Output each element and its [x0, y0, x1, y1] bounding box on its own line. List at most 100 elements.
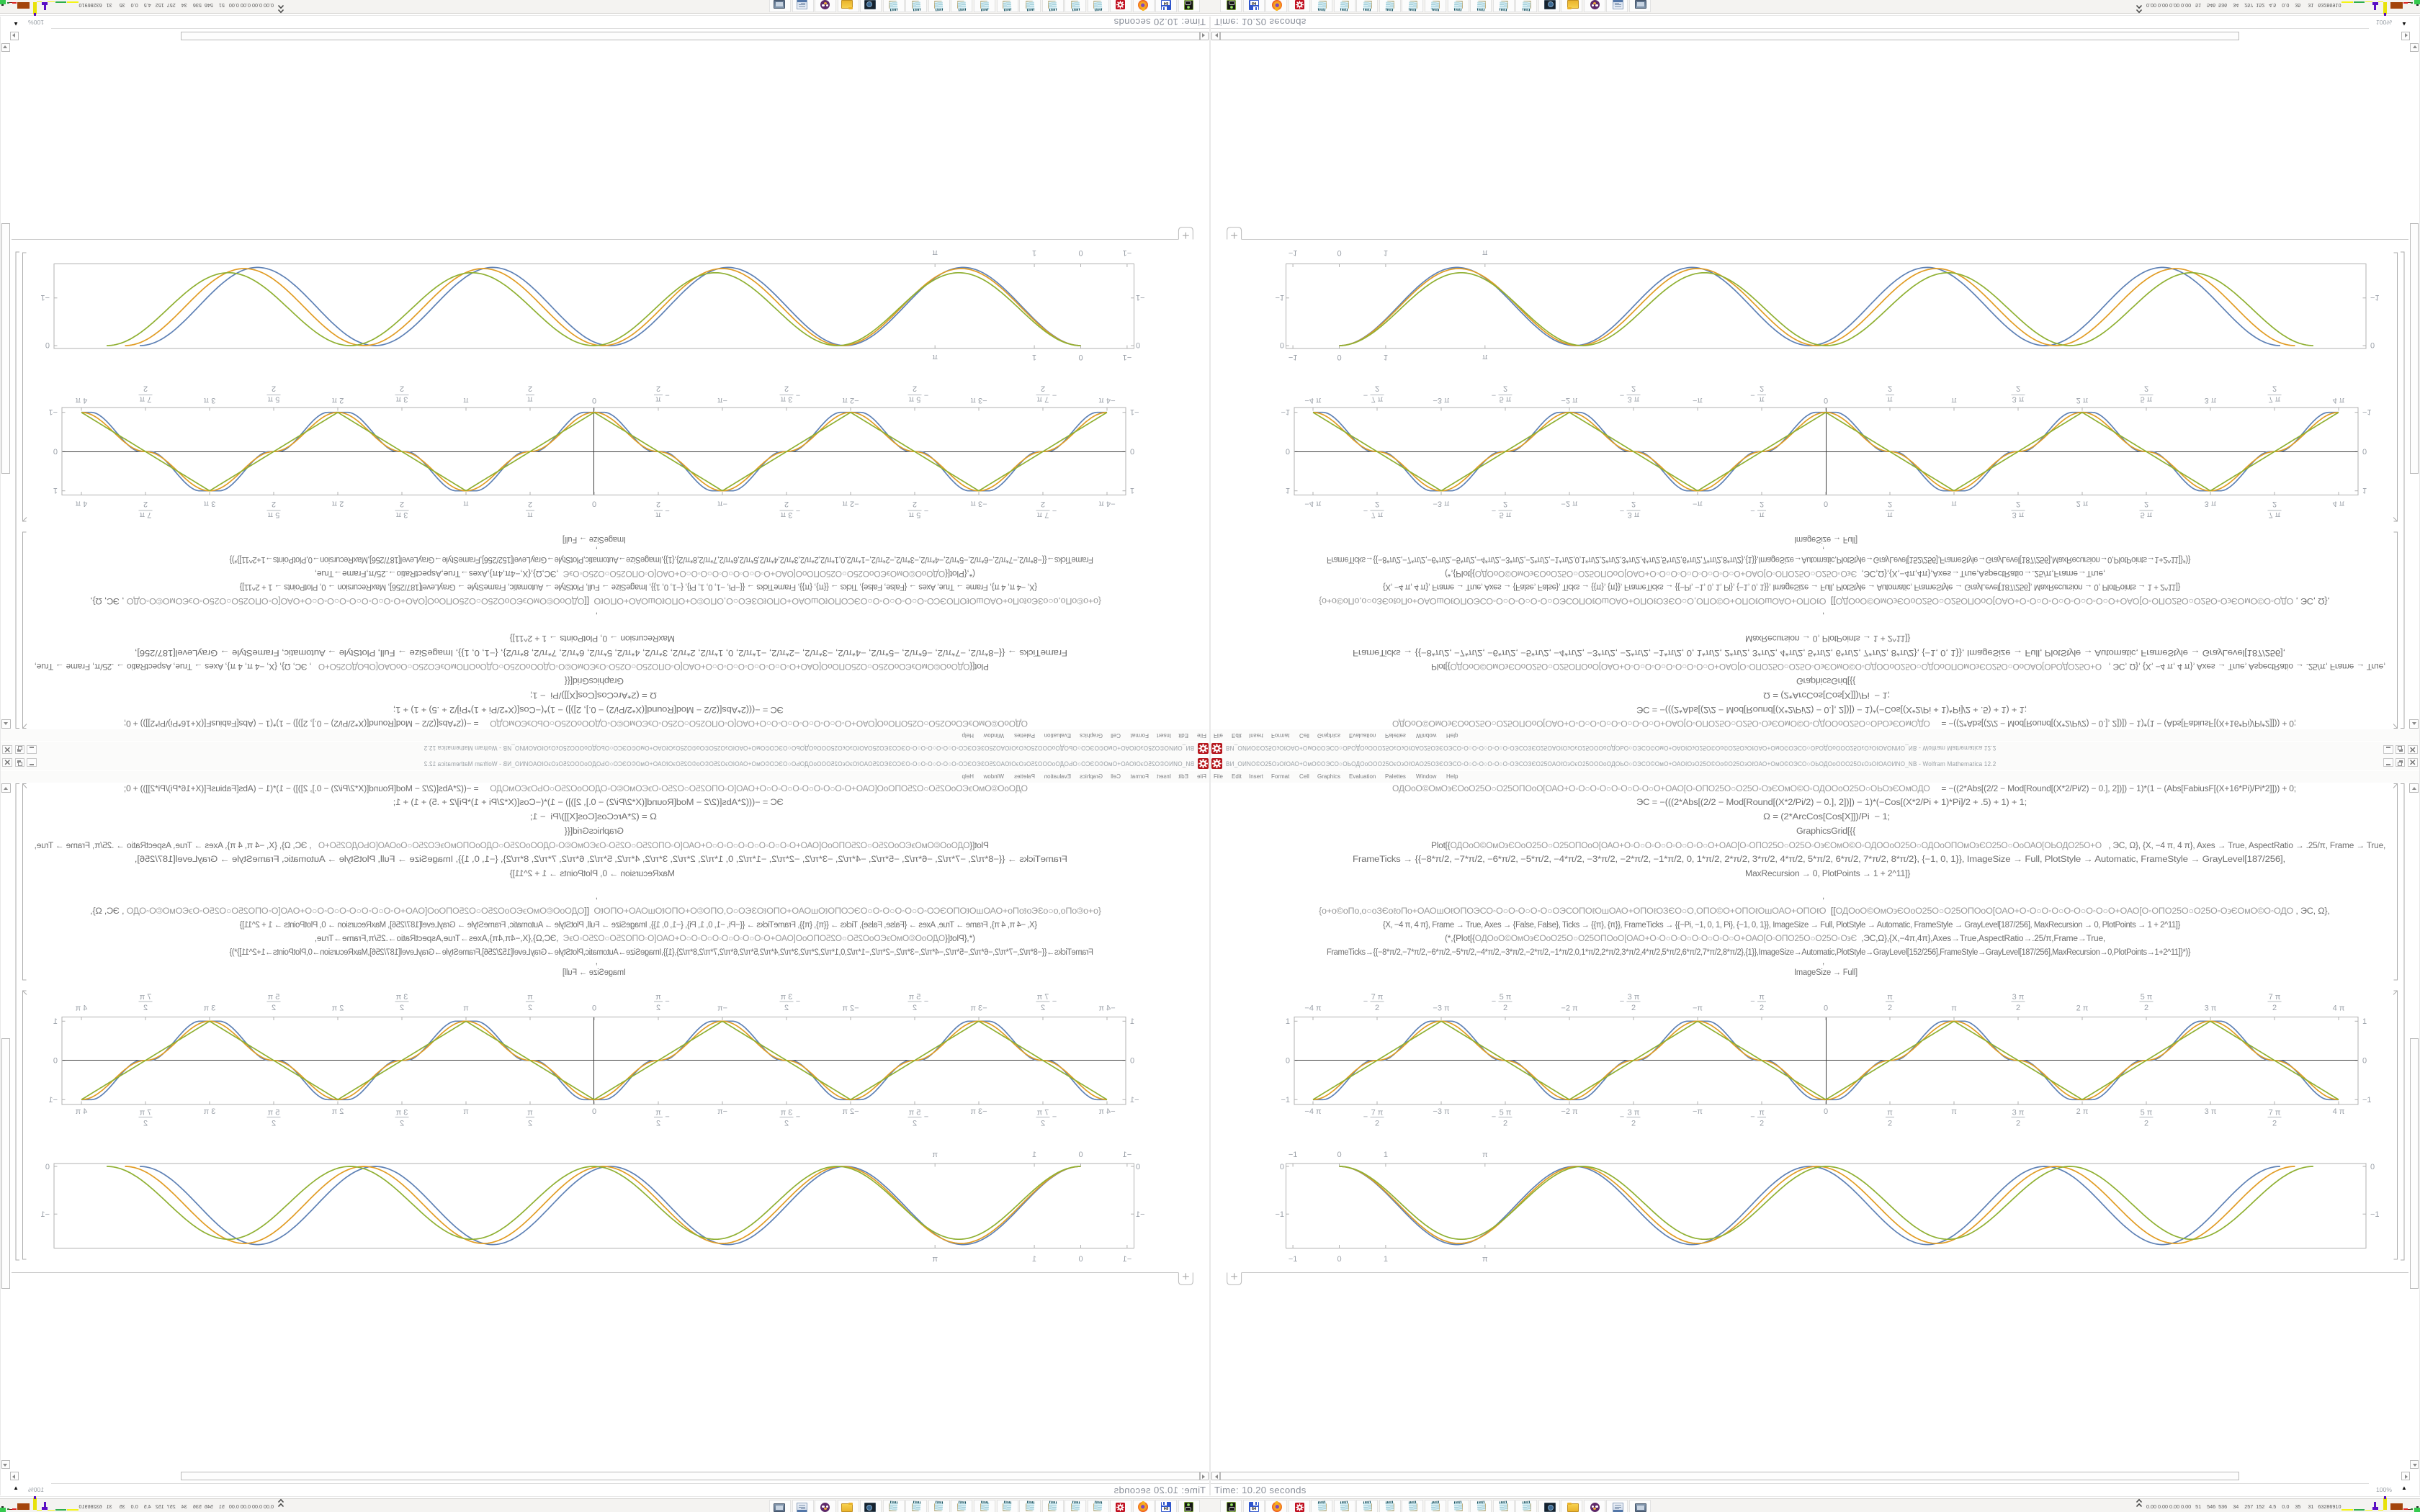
- svg-text:2: 2: [1041, 1004, 1045, 1012]
- svg-text:2: 2: [272, 1004, 276, 1012]
- svg-text:2: 2: [1375, 384, 1379, 393]
- svg-text:5 π: 5 π: [1500, 395, 1512, 403]
- svg-text:0: 0: [1824, 500, 1828, 508]
- svg-text:0: 0: [1078, 248, 1083, 257]
- svg-text:2: 2: [784, 1004, 789, 1012]
- svg-text:−π: −π: [1693, 396, 1703, 405]
- svg-text:0: 0: [1337, 353, 1341, 361]
- svg-text:1: 1: [2362, 486, 2367, 495]
- svg-text:5 π: 5 π: [267, 993, 279, 1002]
- svg-text:π: π: [1887, 395, 1893, 403]
- svg-text:π: π: [655, 510, 661, 519]
- svg-text:−1: −1: [1289, 248, 1298, 257]
- svg-text:−3 π: −3 π: [970, 396, 987, 405]
- svg-text:−: −: [1492, 997, 1496, 1006]
- svg-text:0: 0: [1824, 1107, 1828, 1116]
- svg-text:−π: −π: [717, 396, 727, 405]
- svg-text:−: −: [1750, 1113, 1754, 1122]
- svg-text:2: 2: [913, 1119, 917, 1128]
- svg-text:3 π: 3 π: [2205, 1004, 2217, 1012]
- svg-text:0: 0: [1078, 1255, 1083, 1264]
- svg-text:0: 0: [1337, 1151, 1341, 1159]
- svg-text:−: −: [796, 997, 800, 1006]
- svg-text:−1: −1: [1281, 1096, 1290, 1104]
- svg-text:π: π: [1759, 993, 1765, 1002]
- svg-text:0: 0: [2362, 1057, 2367, 1066]
- svg-text:7 π: 7 π: [2269, 993, 2281, 1002]
- svg-text:−1: −1: [1289, 1255, 1298, 1264]
- svg-text:7 π: 7 π: [2269, 395, 2281, 403]
- svg-text:−: −: [1492, 1113, 1496, 1122]
- svg-text:2 π: 2 π: [331, 396, 344, 405]
- svg-text:−: −: [1363, 997, 1368, 1006]
- svg-text:5 π: 5 π: [267, 510, 279, 519]
- svg-text:−2 π: −2 π: [1561, 396, 1578, 405]
- svg-text:1: 1: [53, 486, 58, 495]
- svg-text:0: 0: [1280, 341, 1284, 349]
- svg-text:−1: −1: [2362, 1096, 2372, 1104]
- svg-text:0: 0: [1337, 248, 1341, 257]
- svg-text:2: 2: [528, 500, 532, 508]
- svg-text:2: 2: [400, 1004, 404, 1012]
- svg-text:7 π: 7 π: [1371, 993, 1384, 1002]
- svg-text:−4 π: −4 π: [1304, 396, 1322, 405]
- svg-text:0: 0: [2370, 1163, 2375, 1171]
- svg-text:0: 0: [1280, 1163, 1284, 1171]
- svg-text:−: −: [665, 997, 669, 1006]
- svg-text:0: 0: [53, 1057, 58, 1066]
- svg-text:−3 π: −3 π: [1433, 1107, 1450, 1116]
- svg-text:0: 0: [1130, 1057, 1134, 1066]
- svg-text:−: −: [1750, 390, 1754, 399]
- svg-text:−: −: [1363, 390, 1368, 399]
- svg-text:−: −: [1750, 506, 1754, 515]
- svg-text:π: π: [1951, 1004, 1957, 1012]
- svg-text:5 π: 5 π: [2141, 993, 2153, 1002]
- svg-text:0: 0: [592, 396, 596, 405]
- svg-text:2: 2: [1631, 1119, 1636, 1128]
- svg-text:1: 1: [1032, 1151, 1036, 1159]
- svg-text:2 π: 2 π: [2076, 1107, 2089, 1116]
- svg-text:1: 1: [1032, 353, 1036, 361]
- svg-text:0: 0: [53, 446, 58, 455]
- svg-text:7 π: 7 π: [2269, 510, 2281, 519]
- svg-text:2: 2: [2272, 1004, 2277, 1012]
- svg-text:−3 π: −3 π: [970, 1107, 987, 1116]
- svg-text:2: 2: [2016, 1004, 2020, 1012]
- svg-text:2: 2: [2144, 1119, 2148, 1128]
- svg-text:7 π: 7 π: [139, 1109, 151, 1117]
- svg-text:−1: −1: [1130, 1096, 1139, 1104]
- svg-text:−: −: [1492, 506, 1496, 515]
- svg-text:2 π: 2 π: [2076, 396, 2089, 405]
- svg-text:3 π: 3 π: [2012, 510, 2025, 519]
- svg-text:2: 2: [1631, 384, 1636, 393]
- svg-text:−1: −1: [1123, 248, 1132, 257]
- svg-text:π: π: [932, 248, 938, 257]
- svg-text:−: −: [1363, 506, 1368, 515]
- svg-text:3 π: 3 π: [203, 1107, 215, 1116]
- svg-text:2: 2: [2272, 500, 2277, 508]
- svg-text:4 π: 4 π: [75, 1004, 87, 1012]
- svg-text:π: π: [1951, 1107, 1957, 1116]
- svg-text:2: 2: [1503, 1004, 1507, 1012]
- svg-text:0: 0: [2370, 341, 2375, 349]
- svg-text:−: −: [924, 997, 928, 1006]
- svg-text:2: 2: [1375, 1119, 1379, 1128]
- svg-text:−: −: [1363, 1113, 1368, 1122]
- svg-text:−1: −1: [1275, 1210, 1284, 1219]
- svg-text:π: π: [463, 1004, 469, 1012]
- svg-text:2: 2: [656, 1119, 660, 1128]
- svg-text:2: 2: [1503, 384, 1507, 393]
- svg-text:2 π: 2 π: [331, 500, 344, 508]
- svg-text:3 π: 3 π: [2012, 395, 2025, 403]
- svg-text:0: 0: [1337, 1255, 1341, 1264]
- svg-text:0: 0: [45, 1163, 50, 1171]
- svg-text:−π: −π: [1693, 1107, 1703, 1116]
- svg-text:5 π: 5 π: [2141, 510, 2153, 519]
- svg-text:π: π: [1887, 510, 1893, 519]
- svg-text:−: −: [796, 506, 800, 515]
- svg-text:π: π: [655, 395, 661, 403]
- svg-text:π: π: [655, 993, 661, 1002]
- svg-text:5 π: 5 π: [2141, 395, 2153, 403]
- svg-text:2: 2: [913, 1004, 917, 1012]
- svg-text:−: −: [1620, 1113, 1624, 1122]
